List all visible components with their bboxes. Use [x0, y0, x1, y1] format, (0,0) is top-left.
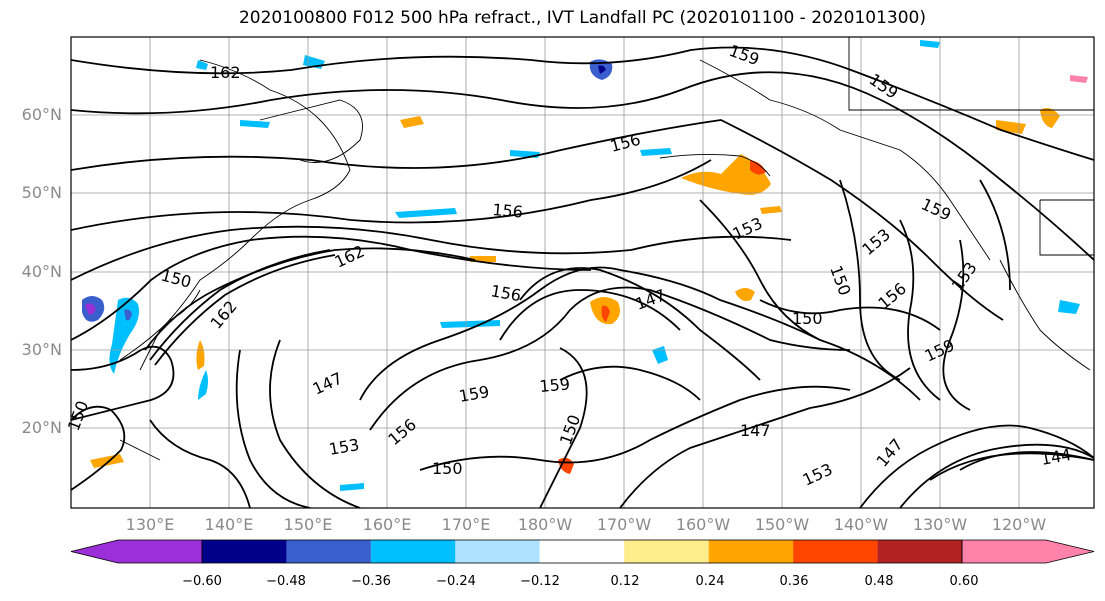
lon-label: 160°E — [362, 515, 412, 534]
map-title: 2020100800 F012 500 hPa refract., IVT La… — [238, 8, 926, 28]
lon-label: 130°E — [125, 515, 175, 534]
contour-label: 159 — [539, 374, 571, 396]
map-plot: 162 159 156 153 150 147 144 159 156 153 … — [64, 36, 1095, 509]
colorbar-arrow-right — [961, 539, 1095, 564]
map-frame — [70, 36, 1095, 509]
lat-label: 40°N — [21, 262, 62, 281]
lon-label: 160°W — [675, 515, 731, 534]
colorbar-tick: −0.12 — [520, 574, 560, 589]
colorbar-tick: −0.24 — [436, 574, 476, 589]
contour-label: 150 — [792, 309, 823, 328]
lon-label: 180°W — [517, 515, 573, 534]
lon-label: 170°W — [596, 515, 652, 534]
lat-label: 20°N — [21, 418, 62, 437]
colorbar-cell — [370, 540, 456, 563]
colorbar-cell — [286, 540, 371, 563]
lon-label: 150°E — [283, 515, 333, 534]
colorbar-cells — [70, 539, 1095, 564]
lon-label: 140°E — [204, 515, 254, 534]
colorbar-tick: 0.24 — [695, 574, 725, 589]
graticule — [71, 37, 1094, 508]
anomaly-fill-layer — [82, 40, 1088, 491]
coastlines — [119, 37, 1094, 461]
colorbar-tick: 0.36 — [779, 574, 809, 589]
lat-label: 30°N — [21, 340, 62, 359]
contour-label: 162 — [210, 63, 241, 82]
lon-label: 120°W — [991, 515, 1047, 534]
colorbar-cell — [455, 540, 540, 563]
colorbar-tick: 0.48 — [864, 574, 894, 589]
colorbar-cell — [708, 540, 794, 563]
contour-label: 150 — [432, 459, 463, 478]
colorbar — [70, 539, 1095, 564]
colorbar-cell — [539, 540, 625, 563]
colorbar-tick: −0.48 — [266, 574, 306, 589]
colorbar-tick: −0.36 — [351, 574, 391, 589]
contour-label: 156 — [492, 200, 524, 222]
lat-label: 50°N — [21, 183, 62, 202]
lon-label: 140°W — [833, 515, 889, 534]
colorbar-tick: −0.60 — [182, 574, 222, 589]
colorbar-cell — [624, 540, 709, 563]
lat-label: 60°N — [21, 105, 62, 124]
contour-lines — [71, 46, 1094, 508]
colorbar-cell — [877, 540, 962, 563]
lon-label: 130°W — [912, 515, 968, 534]
colorbar-outline — [201, 539, 963, 564]
lon-label: 150°W — [754, 515, 810, 534]
colorbar-cell — [793, 540, 878, 563]
colorbar-arrow-left — [70, 539, 203, 564]
colorbar-tick: 0.60 — [949, 574, 979, 589]
colorbar-tick: 0.12 — [610, 574, 640, 589]
contour-label: 147 — [740, 421, 771, 440]
lon-label: 170°E — [441, 515, 491, 534]
colorbar-cell — [202, 540, 287, 563]
